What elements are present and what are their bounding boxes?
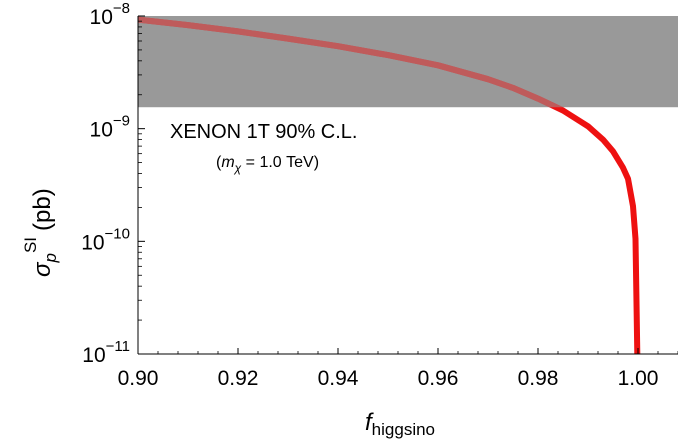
series-line-shaded-0 (138, 16, 564, 108)
series-layer (138, 16, 641, 354)
x-tick-label: 1.00 (618, 367, 659, 390)
x-tick-label: 0.96 (418, 367, 459, 390)
excluded-region-label: XENON 1T 90% C.L. (170, 121, 357, 143)
y-tick-label: 10−9 (90, 113, 130, 142)
x-tick-label: 0.94 (318, 367, 359, 390)
x-tick-label: 0.98 (518, 367, 559, 390)
tick-layer: 0.90 0.92 0.94 0.96 0.98 1.00 10−8 10−9 10−10 10−… (81, 0, 678, 390)
x-tick-label: 0.92 (218, 367, 259, 390)
x-tick-label: 0.90 (118, 367, 159, 390)
excluded-region-sublabel: (mχ = 1.0 TeV) (216, 154, 319, 175)
y-tick-label: 10−10 (81, 225, 130, 254)
y-axis-title: σpSI(pb) (21, 188, 60, 277)
y-tick-label: 10−8 (90, 0, 130, 29)
y-tick-label: 10−11 (82, 338, 130, 367)
x-axis-title: fhiggsino (365, 409, 435, 439)
